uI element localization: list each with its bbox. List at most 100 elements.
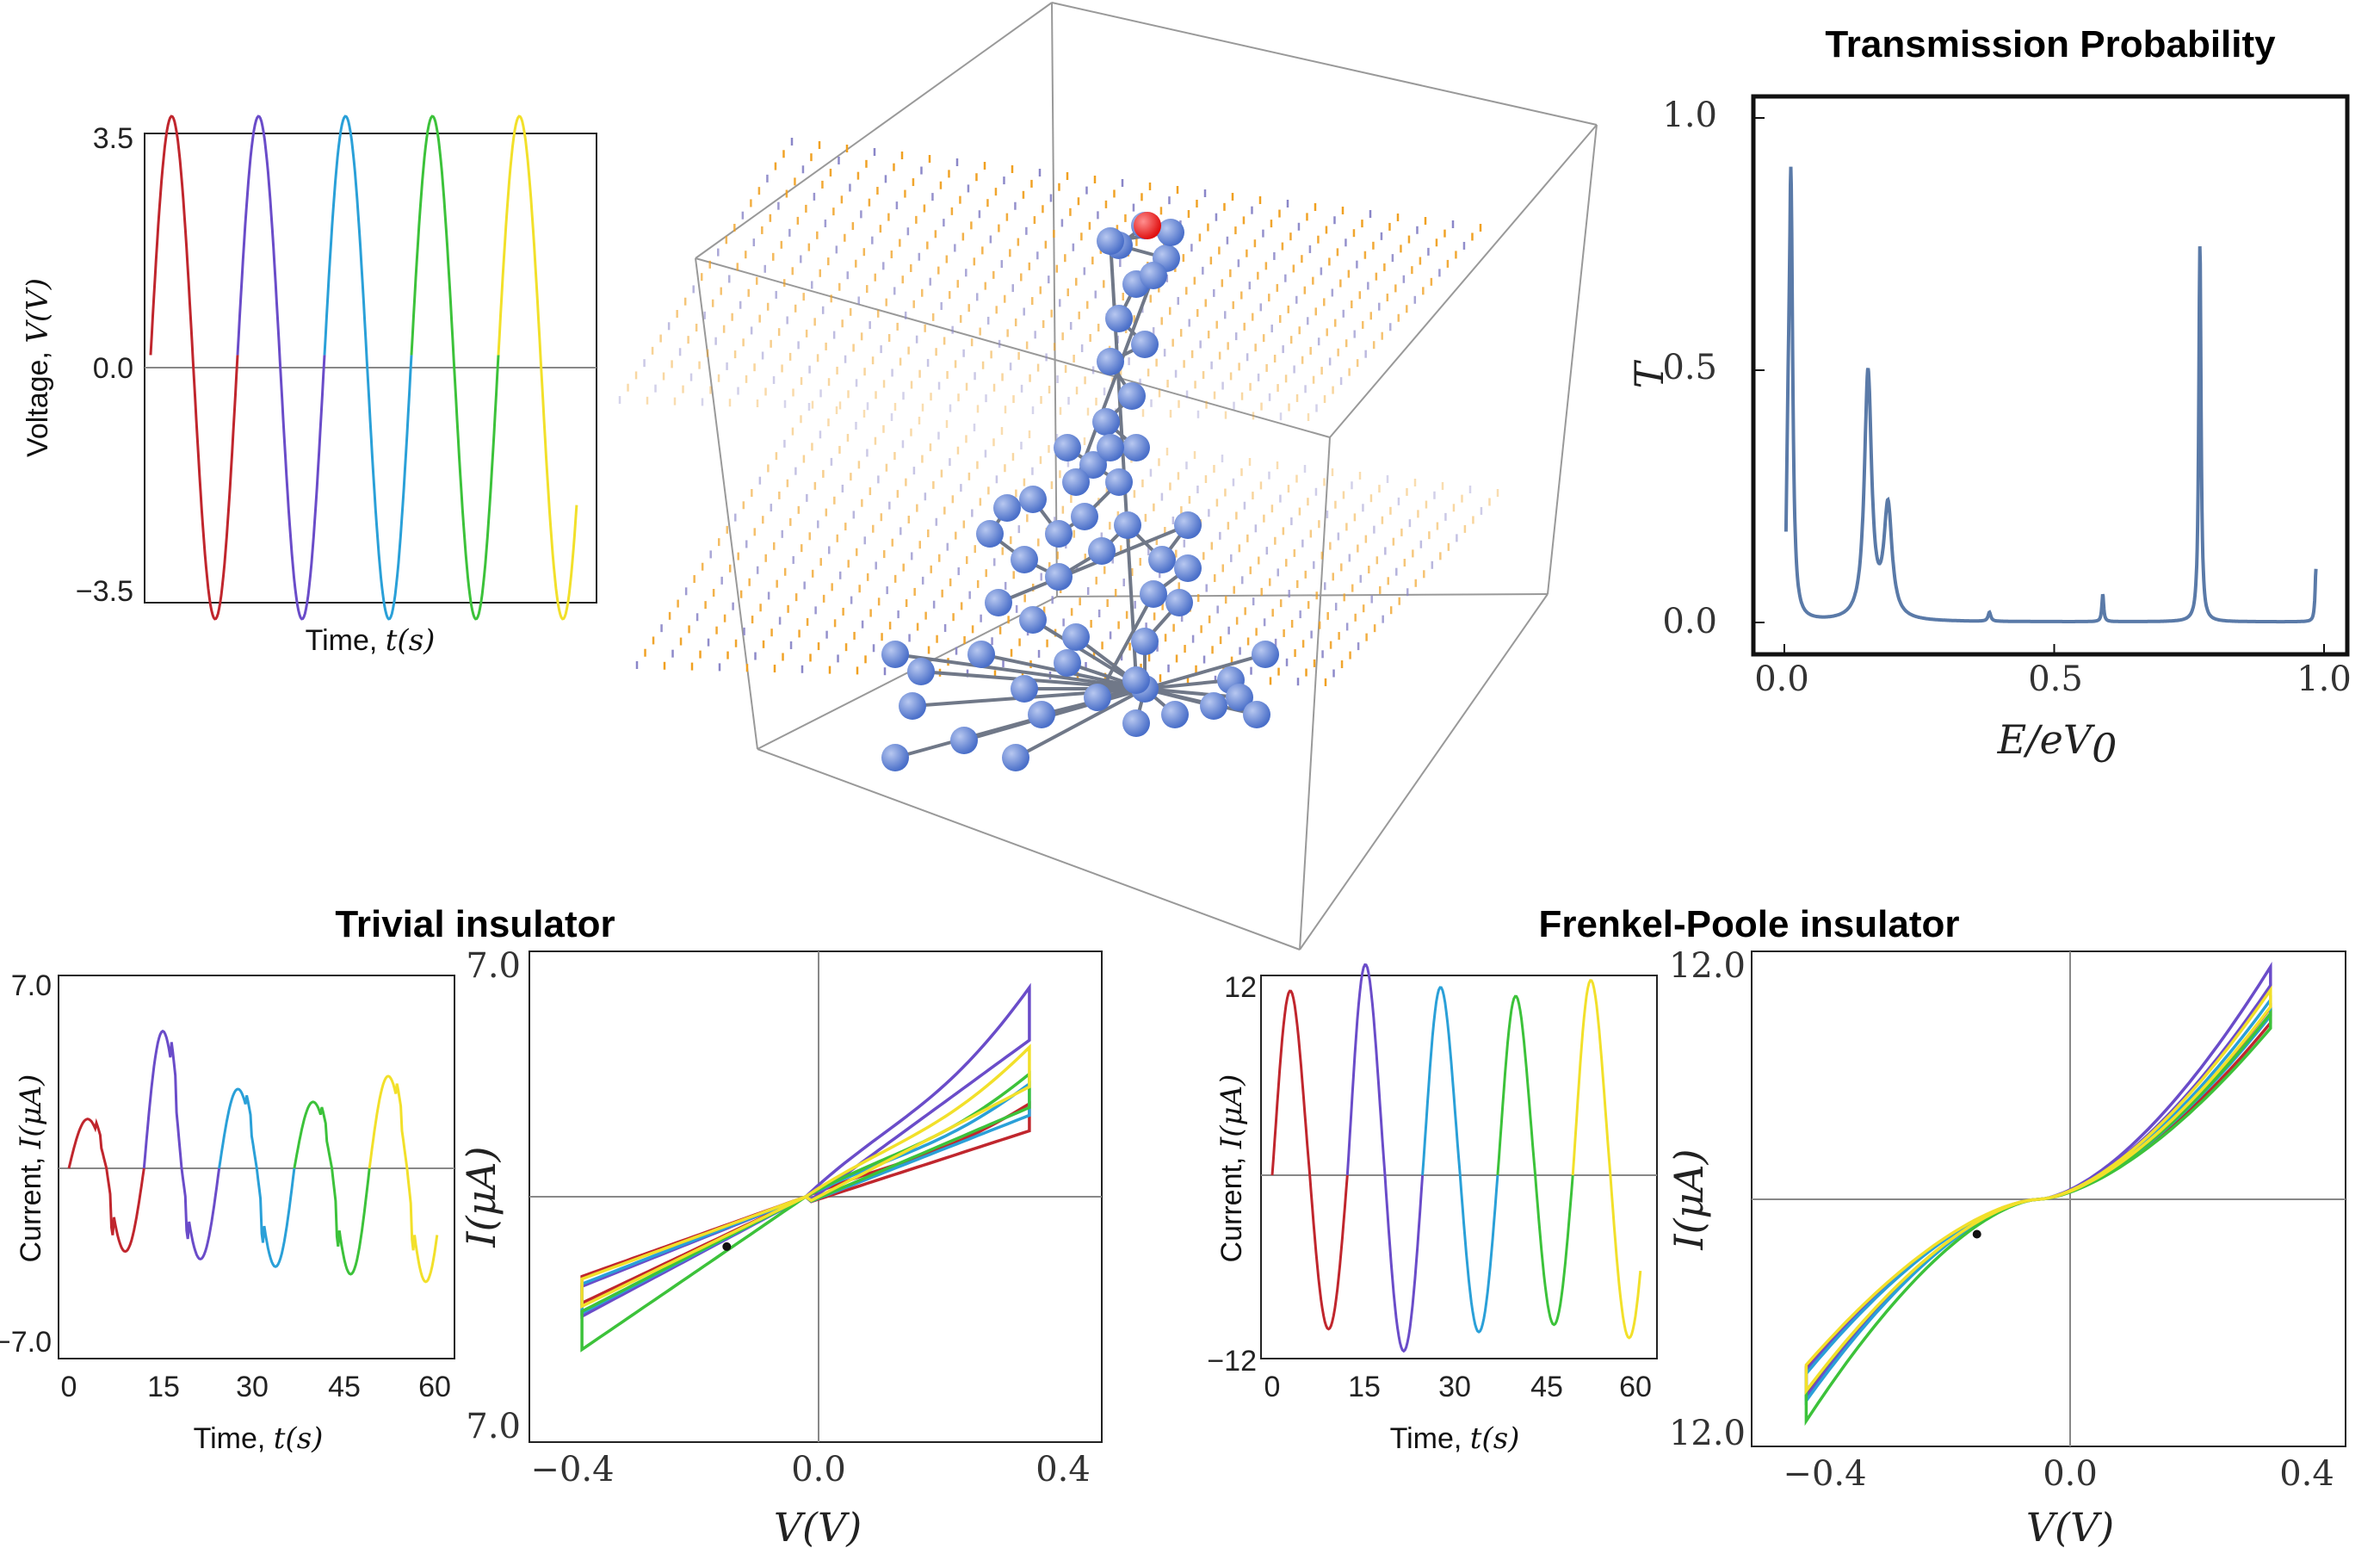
atom	[950, 727, 978, 754]
atom	[907, 658, 935, 685]
atom	[1148, 546, 1176, 573]
vector-field	[618, 138, 1499, 686]
atom	[993, 494, 1021, 522]
fc-line-4	[1496, 994, 1574, 1327]
atom	[1097, 227, 1124, 255]
trivial-iv-xtick-0: −0.4	[530, 1450, 614, 1489]
trivial-current-ylabel: Current, I(μA)	[14, 1074, 48, 1263]
voltage-line-5	[497, 115, 578, 621]
atom	[1054, 649, 1081, 677]
voltage-ytick-1: 0.0	[93, 352, 133, 385]
voltage-xlabel: Time, t(s)	[306, 623, 436, 658]
cube-edge-7	[757, 748, 1301, 950]
atom	[1252, 641, 1279, 668]
bond	[1144, 653, 1266, 690]
atom	[1045, 520, 1073, 548]
fp-current-ytick-0: 12	[1224, 971, 1257, 1004]
tiv-loop-5	[580, 1043, 1031, 1310]
atom	[1028, 701, 1055, 728]
trivial-current-chart: Trivial insulator 7.0 −7.0 0 15 30 45 60…	[0, 903, 615, 1456]
atom	[1002, 744, 1029, 771]
trivial-current-series	[67, 1029, 439, 1284]
fiv-start-dot	[1972, 1229, 1981, 1239]
atom	[1140, 580, 1167, 608]
transmission-frame	[1751, 94, 2350, 657]
tip-atom	[1134, 212, 1161, 239]
cube-edge-1	[1051, 2, 1598, 126]
trivial-current-frame	[58, 975, 455, 1359]
atom	[1165, 589, 1193, 616]
trivial-iv-xtick-2: 0.4	[1035, 1450, 1091, 1489]
atom	[1131, 331, 1159, 358]
atom	[1011, 675, 1038, 703]
atom	[1105, 468, 1133, 496]
fp-current-series	[1270, 963, 1642, 1353]
atom	[899, 692, 926, 720]
fc-line-1	[1270, 989, 1349, 1331]
atom	[1122, 709, 1150, 737]
atom	[1122, 666, 1150, 694]
voltage-ytick-2: −3.5	[76, 575, 133, 608]
transmission-ytick-1: 0.5	[1662, 348, 1717, 387]
bond	[998, 523, 1189, 604]
tiv-start-dot	[722, 1241, 732, 1251]
trivial-iv-xtick-1: 0.0	[791, 1450, 846, 1489]
atom	[881, 744, 909, 771]
fp-current-ylabel: Current, I(μA)	[1215, 1074, 1249, 1263]
atom	[1092, 408, 1120, 436]
cube-edge-10	[1547, 124, 1598, 595]
tc-line-3	[218, 1087, 296, 1268]
atom	[1097, 434, 1124, 461]
atom	[881, 641, 909, 668]
cube-edge-5	[1056, 593, 1549, 598]
fp-iv-ytick-1: 12.0	[1669, 1414, 1746, 1453]
fp-current-xtick-0: 0	[1264, 1371, 1281, 1403]
trivial-current-xlabel: Time, t(s)	[194, 1421, 324, 1456]
atom	[1079, 451, 1107, 479]
fp-title: Frenkel-Poole insulator	[1539, 903, 1960, 945]
trivial-current-xtick-1: 15	[147, 1371, 180, 1403]
atom	[1161, 701, 1189, 728]
fp-current-xtick-3: 45	[1530, 1371, 1563, 1403]
tc-line-5	[368, 1074, 439, 1284]
atom	[1114, 511, 1141, 539]
transmission-xlabel: E/eV0	[1997, 716, 2117, 771]
molecule-atoms	[881, 212, 1279, 771]
trivial-iv-ytick-0: 7.0	[466, 946, 521, 986]
transmission-ytick-0: 0.0	[1662, 602, 1717, 641]
atom	[976, 520, 1004, 548]
atom	[1062, 623, 1090, 651]
atom	[1088, 537, 1116, 565]
atom	[1174, 554, 1202, 582]
fp-current-frame	[1260, 975, 1658, 1359]
transmission-ytick-2: 1.0	[1662, 96, 1717, 135]
atom	[1071, 503, 1098, 530]
cube-edge-11	[1299, 437, 1331, 950]
trivial-iv-chart: 7.0 7.0 −0.4 0.0 0.4 V(V) I(μA)	[458, 946, 1103, 1548]
atom	[1105, 305, 1133, 332]
bond	[1096, 593, 1155, 698]
trivial-current-xtick-0: 0	[61, 1371, 77, 1403]
cube-edge-6	[1299, 593, 1549, 950]
tiv-loop-4	[580, 1070, 1031, 1353]
tc-line-1	[67, 1118, 145, 1254]
trivial-current-xtick-4: 60	[418, 1371, 451, 1403]
atom	[967, 641, 995, 668]
fp-iv-series	[1804, 961, 2272, 1427]
fp-iv-xtick-1: 0.0	[2043, 1454, 2098, 1494]
transmission-ticks	[1753, 117, 2325, 654]
atom	[1131, 628, 1159, 655]
atom	[1084, 684, 1111, 711]
fp-iv-xlabel: V(V)	[2026, 1504, 2114, 1548]
fp-current-xlabel: Time, t(s)	[1390, 1421, 1520, 1456]
atom	[1122, 434, 1150, 461]
atom	[1226, 684, 1253, 711]
fp-current-ytick-1: −12	[1207, 1345, 1257, 1378]
atom	[1019, 486, 1047, 513]
atom	[1062, 468, 1090, 496]
trivial-current-xtick-3: 45	[328, 1371, 361, 1403]
bond	[1144, 687, 1240, 699]
fp-iv-xtick-2: 0.4	[2279, 1454, 2334, 1494]
cube-edge-2	[1329, 124, 1598, 438]
